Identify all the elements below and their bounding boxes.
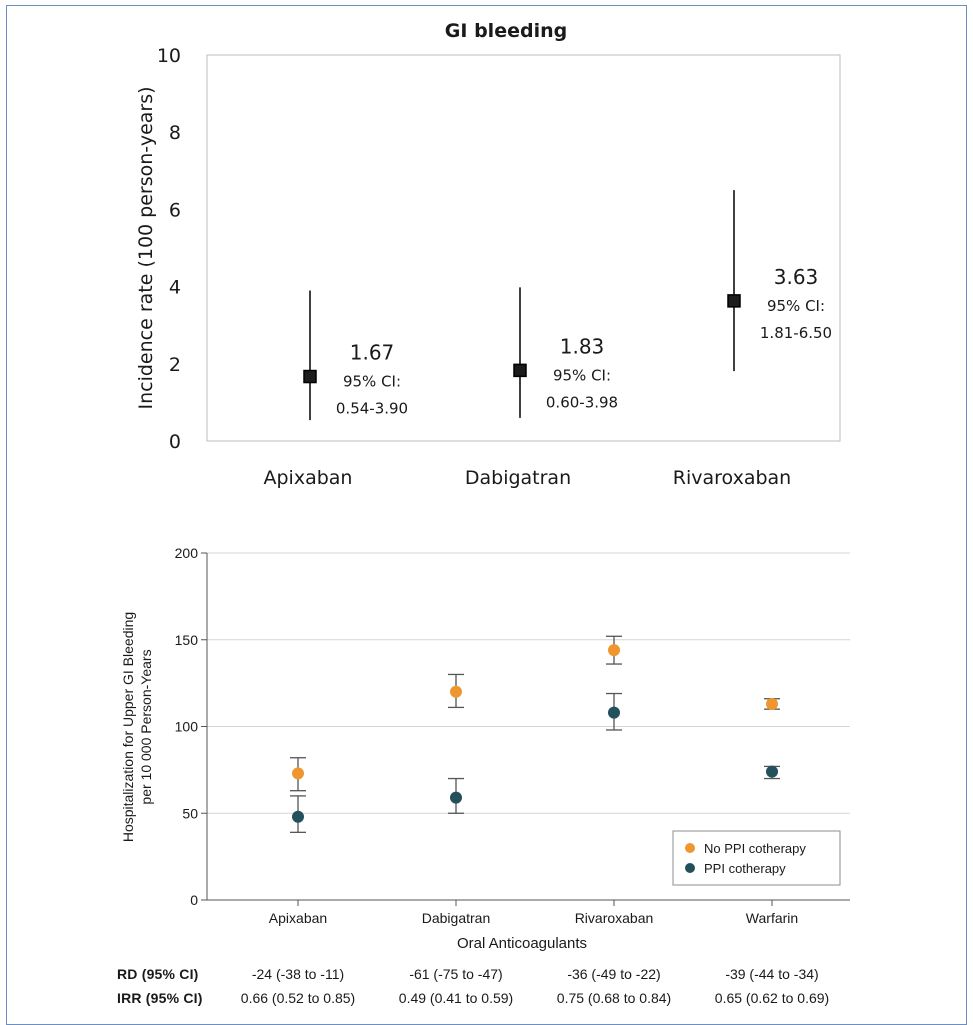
y-axis-label-line2: per 10 000 Person-Years	[138, 649, 154, 804]
x-tick-label: Rivaroxaban	[575, 910, 654, 926]
point-ppi	[292, 811, 304, 823]
point-no-ppi	[450, 686, 462, 698]
legend: No PPI cotherapy PPI cotherapy	[673, 831, 840, 885]
rd-value-dabigatran: -61 (-75 to -47)	[409, 966, 502, 982]
x-tick-label: Warfarin	[746, 910, 798, 926]
irr-value-apixaban: 0.66 (0.52 to 0.85)	[241, 990, 355, 1006]
legend-label-ppi: PPI cotherapy	[704, 861, 786, 876]
legend-marker-ppi	[685, 863, 695, 873]
point-ppi	[608, 707, 620, 719]
y-tick-label: 150	[175, 632, 199, 648]
x-axis-label: Oral Anticoagulants	[457, 935, 587, 952]
x-tick-label: Apixaban	[269, 910, 327, 926]
point-ppi	[766, 766, 778, 778]
point-no-ppi	[292, 767, 304, 779]
irr-value-rivaroxaban: 0.75 (0.68 to 0.84)	[557, 990, 671, 1006]
x-tick-label: Dabigatran	[422, 910, 491, 926]
legend-box	[673, 831, 840, 885]
legend-marker-no-ppi	[685, 843, 695, 853]
point-no-ppi	[766, 698, 778, 710]
rd-row-label: RD (95% CI)	[117, 966, 199, 982]
rd-value-warfarin: -39 (-44 to -34)	[725, 966, 818, 982]
irr-value-dabigatran: 0.49 (0.41 to 0.59)	[399, 990, 513, 1006]
y-tick-label: 0	[190, 892, 198, 908]
rd-value-rivaroxaban: -36 (-49 to -22)	[567, 966, 660, 982]
y-tick-label: 50	[182, 805, 198, 821]
irr-value-warfarin: 0.65 (0.62 to 0.69)	[715, 990, 829, 1006]
rd-value-apixaban: -24 (-38 to -11)	[252, 966, 344, 982]
y-tick-label: 200	[175, 545, 199, 561]
legend-label-no-ppi: No PPI cotherapy	[704, 841, 806, 856]
y-axis-label-line1: Hospitalization for Upper GI Bleeding	[120, 612, 136, 842]
y-tick-label: 100	[175, 719, 199, 735]
point-no-ppi	[608, 644, 620, 656]
point-ppi	[450, 792, 462, 804]
irr-row-label: IRR (95% CI)	[117, 990, 203, 1006]
